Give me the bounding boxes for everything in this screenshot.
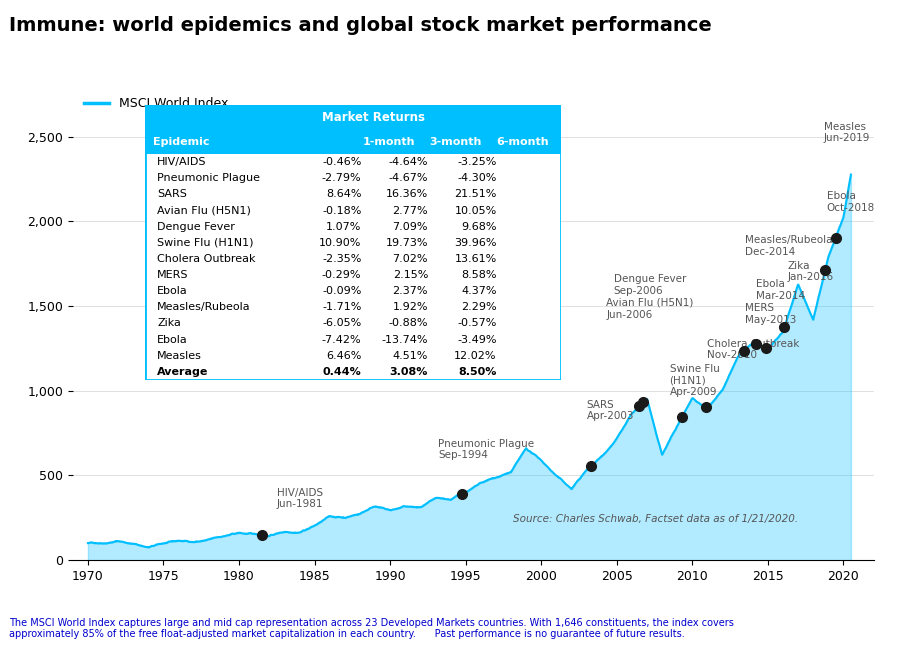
Text: 2.15%: 2.15% [392, 270, 428, 280]
Text: Cholera Outbreak
Nov-2010: Cholera Outbreak Nov-2010 [707, 339, 800, 360]
Text: Ebola: Ebola [157, 286, 188, 296]
Text: 12.02%: 12.02% [454, 351, 497, 360]
FancyBboxPatch shape [145, 105, 561, 380]
Text: Zika
Jan-2016: Zika Jan-2016 [787, 261, 834, 282]
Text: -3.49%: -3.49% [457, 335, 497, 345]
Text: 7.09%: 7.09% [392, 221, 428, 232]
Text: -2.79%: -2.79% [322, 173, 361, 183]
Text: Ebola
Mar-2014: Ebola Mar-2014 [755, 279, 804, 301]
Text: Measles
Jun-2019: Measles Jun-2019 [824, 122, 870, 143]
Text: Zika: Zika [157, 318, 181, 328]
Text: Pneumonic Plague: Pneumonic Plague [157, 173, 260, 183]
Text: 1.92%: 1.92% [392, 302, 428, 312]
Text: Swine Flu
(H1N1)
Apr-2009: Swine Flu (H1N1) Apr-2009 [670, 364, 720, 397]
Text: Measles: Measles [157, 351, 202, 360]
Text: -0.57%: -0.57% [458, 318, 497, 328]
Text: -4.64%: -4.64% [389, 158, 428, 167]
Text: Dengue Fever
Sep-2006: Dengue Fever Sep-2006 [613, 274, 686, 296]
Text: SARS: SARS [157, 190, 187, 200]
Text: 1-month: 1-month [363, 137, 416, 147]
Text: Immune: world epidemics and global stock market performance: Immune: world epidemics and global stock… [9, 16, 712, 36]
Text: 0.44%: 0.44% [323, 367, 361, 377]
Text: Measles/Rubeola: Measles/Rubeola [157, 302, 251, 312]
Text: Market Returns: Market Returns [322, 111, 425, 123]
Text: 19.73%: 19.73% [386, 238, 428, 248]
Text: -2.35%: -2.35% [322, 254, 361, 264]
Text: 4.37%: 4.37% [461, 286, 497, 296]
Text: 16.36%: 16.36% [386, 190, 428, 200]
Bar [145, 129, 561, 154]
Text: Cholera Outbreak: Cholera Outbreak [157, 254, 256, 264]
Text: Avian Flu (H5N1): Avian Flu (H5N1) [157, 206, 251, 215]
Text: Dengue Fever: Dengue Fever [157, 221, 236, 232]
Text: 8.64%: 8.64% [326, 190, 361, 200]
Text: -0.09%: -0.09% [322, 286, 361, 296]
Text: 6.46%: 6.46% [326, 351, 361, 360]
Text: 2.29%: 2.29% [461, 302, 497, 312]
Text: -1.71%: -1.71% [322, 302, 361, 312]
Text: 7.02%: 7.02% [392, 254, 428, 264]
Text: 10.90%: 10.90% [319, 238, 361, 248]
Text: Average: Average [157, 367, 208, 377]
Text: 1.07%: 1.07% [326, 221, 361, 232]
Text: MERS: MERS [157, 270, 189, 280]
Text: HIV/AIDS: HIV/AIDS [157, 158, 207, 167]
Text: 6-month: 6-month [496, 137, 549, 147]
Text: 3.08%: 3.08% [389, 367, 428, 377]
Text: Source: Charles Schwab, Factset data as of 1/21/2020.: Source: Charles Schwab, Factset data as … [513, 514, 798, 524]
Text: 2.37%: 2.37% [392, 286, 428, 296]
Text: -4.30%: -4.30% [458, 173, 497, 183]
Text: MERS
May-2013: MERS May-2013 [745, 303, 796, 325]
Text: Measles/Rubeola
Dec-2014: Measles/Rubeola Dec-2014 [745, 235, 833, 257]
Text: HIV/AIDS
Jun-1981: HIV/AIDS Jun-1981 [277, 488, 323, 509]
Text: 10.05%: 10.05% [454, 206, 497, 215]
Text: 39.96%: 39.96% [454, 238, 497, 248]
Text: Ebola
Oct-2018: Ebola Oct-2018 [827, 191, 875, 213]
Text: The MSCI World Index captures large and mid cap representation across 23 Develop: The MSCI World Index captures large and … [9, 617, 734, 639]
Text: -6.05%: -6.05% [322, 318, 361, 328]
Text: 8.50%: 8.50% [459, 367, 497, 377]
Bar [145, 105, 561, 129]
Text: 3-month: 3-month [430, 137, 482, 147]
Text: -0.29%: -0.29% [322, 270, 361, 280]
Text: 9.68%: 9.68% [461, 221, 497, 232]
Text: 8.58%: 8.58% [461, 270, 497, 280]
Text: 13.61%: 13.61% [454, 254, 497, 264]
Text: 4.51%: 4.51% [392, 351, 428, 360]
Text: Swine Flu (H1N1): Swine Flu (H1N1) [157, 238, 254, 248]
Text: SARS
Apr-2003: SARS Apr-2003 [587, 399, 634, 421]
Text: -0.88%: -0.88% [389, 318, 428, 328]
Text: Pneumonic Plague
Sep-1994: Pneumonic Plague Sep-1994 [439, 439, 534, 460]
Text: -0.46%: -0.46% [322, 158, 361, 167]
Text: -7.42%: -7.42% [322, 335, 361, 345]
Text: 21.51%: 21.51% [454, 190, 497, 200]
Text: -3.25%: -3.25% [458, 158, 497, 167]
Text: -13.74%: -13.74% [381, 335, 428, 345]
Text: 2.77%: 2.77% [392, 206, 428, 215]
Text: -4.67%: -4.67% [389, 173, 428, 183]
Text: -0.18%: -0.18% [322, 206, 361, 215]
Text: Avian Flu (H5N1)
Jun-2006: Avian Flu (H5N1) Jun-2006 [606, 298, 693, 320]
Text: Epidemic: Epidemic [153, 137, 209, 147]
Text: Ebola: Ebola [157, 335, 188, 345]
Legend: MSCI World Index: MSCI World Index [79, 92, 234, 115]
